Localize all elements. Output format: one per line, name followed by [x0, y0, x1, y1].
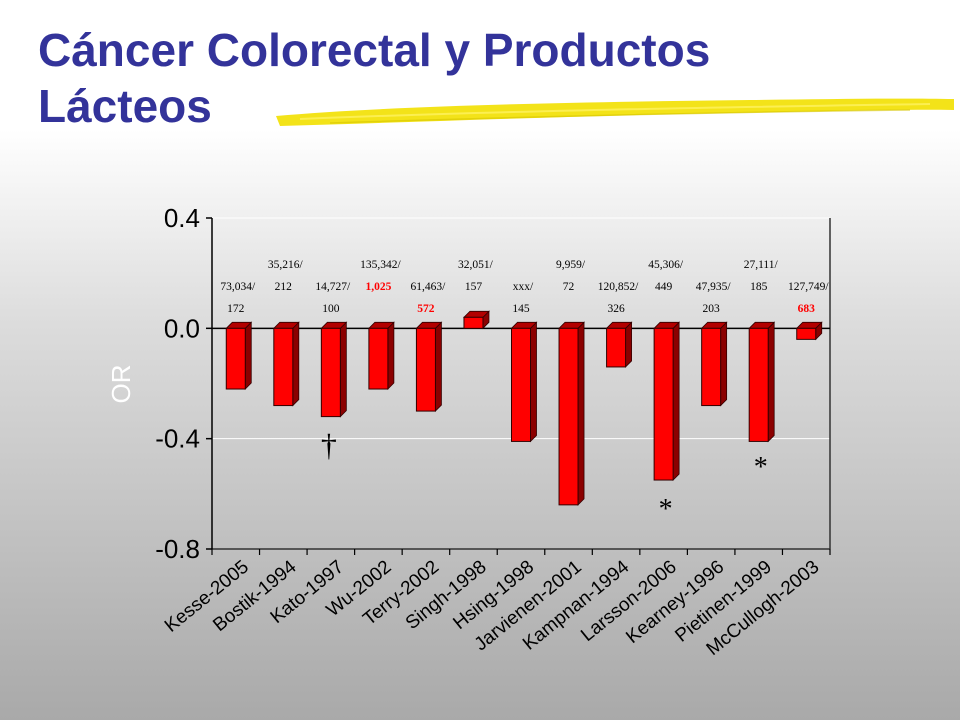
y-tick-label: 0.4 [164, 203, 200, 233]
bar-front [701, 327, 722, 407]
bar-pietinen-1999 [748, 321, 776, 443]
labels-layer: 73,034/172 35,216/212 14,727/100 135,342/1,… [220, 259, 829, 525]
case-count-label: 326 [607, 303, 625, 315]
bar-bostik-1994 [272, 321, 300, 407]
case-count-label: 100 [322, 303, 340, 315]
bar-front [748, 327, 769, 442]
bar-kampnan-1994 [605, 321, 633, 368]
case-count-label: 72 [563, 281, 575, 293]
y-axis-label: OR [106, 365, 136, 404]
bar-side [244, 321, 252, 390]
bar-singh-1998 [462, 310, 490, 330]
case-count-label: 172 [227, 303, 245, 315]
cohort-size-label: 47,935/ [696, 281, 732, 293]
significance-marker: * [754, 452, 768, 483]
cohort-size-label: xxx/ [513, 281, 534, 293]
yellow-highlight-stroke [276, 98, 954, 126]
cohort-size-label: 61,463/ [411, 281, 447, 293]
slide-title: Cáncer Colorectal y Productos Lácteos [38, 22, 710, 134]
bars-layer [225, 310, 823, 506]
cohort-size-label: 35,216/ [268, 259, 304, 271]
bar-front [225, 327, 246, 390]
bar-front [415, 327, 436, 412]
case-count-label: 449 [655, 281, 673, 293]
cohort-size-label: 9,959/ [556, 259, 586, 271]
cohort-size-label: 135,342/ [360, 259, 401, 271]
cohort-size-label: 27,111/ [744, 259, 779, 271]
bar-front [273, 327, 294, 407]
bar-side [530, 321, 537, 443]
y-tick-label: -0.8 [155, 534, 200, 564]
significance-marker: † [321, 427, 337, 463]
bar-side [720, 321, 728, 407]
bar-front [368, 327, 389, 390]
bar-front [463, 316, 484, 329]
bar-larsson-2006 [653, 321, 681, 482]
bar-kato-1997 [320, 321, 348, 418]
case-count-label: 157 [465, 281, 483, 293]
bar-side [387, 321, 395, 390]
axis-layer: OR 0.40.0-0.4-0.8Kesse-2005Bostik-1994Ka… [106, 203, 831, 660]
bar-hsing-1998 [510, 321, 538, 443]
bar-front [558, 327, 579, 506]
bar-side [577, 321, 585, 506]
cohort-size-label: 45,306/ [648, 259, 684, 271]
bar-side [435, 321, 442, 413]
bar-wu-2002 [367, 321, 395, 390]
bar-front [320, 327, 341, 418]
case-count-label: 203 [703, 303, 721, 315]
cohort-size-label: 120,852/ [598, 281, 639, 293]
case-count-label: 185 [750, 281, 768, 293]
grid-layer [212, 217, 831, 550]
bar-kesse-2005 [225, 321, 253, 390]
bar-front [796, 327, 817, 340]
bar-kearney-1996 [700, 321, 728, 407]
slide-title-line-2: Lácteos [38, 80, 212, 132]
bar-side [292, 321, 300, 407]
case-count-label: 1,025 [365, 281, 391, 293]
bar-jarvienen-2001 [558, 321, 586, 506]
case-count-label: 683 [798, 303, 816, 315]
bar-side [339, 321, 347, 418]
case-count-label: 212 [275, 281, 293, 293]
bar-mccullogh-2003 [795, 321, 823, 341]
cohort-size-label: 14,727/ [315, 281, 351, 293]
bar-side [625, 321, 632, 368]
bar-front [606, 327, 627, 368]
bar-terry-2002 [415, 321, 443, 413]
bar-front [653, 327, 674, 481]
bar-side [767, 321, 775, 443]
case-count-label: 572 [417, 303, 435, 315]
cohort-size-label: 32,051/ [458, 259, 494, 271]
bar-front [511, 327, 531, 442]
cohort-size-label: 73,034/ [220, 281, 256, 293]
y-tick-label: 0.0 [164, 313, 200, 343]
cohort-size-label: 127,749/ [788, 281, 829, 293]
bar-side [672, 321, 680, 482]
significance-marker: * [659, 494, 673, 525]
y-tick-label: -0.4 [155, 424, 200, 454]
case-count-label: 145 [512, 303, 530, 315]
slide-title-line-1: Cáncer Colorectal y Productos [38, 24, 711, 76]
